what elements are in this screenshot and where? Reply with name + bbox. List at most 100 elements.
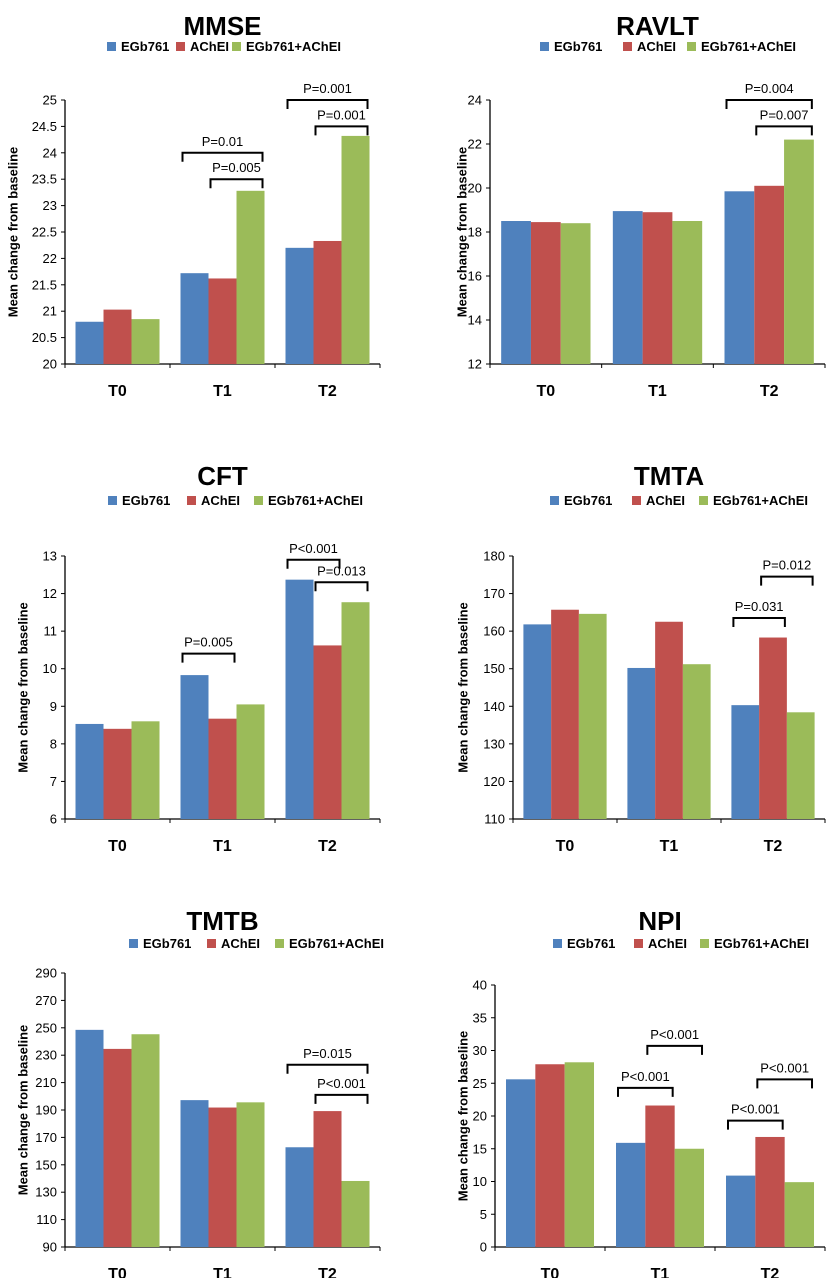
y-tick-label: 12: [43, 586, 57, 601]
p-value-label: P<0.001: [650, 1027, 699, 1042]
y-tick-label: 24: [468, 93, 482, 108]
bar-tmta-t0-series-2: [551, 609, 579, 819]
significance-bracket: [181, 652, 236, 663]
y-axis-label: Mean change from baseline: [5, 147, 20, 318]
x-tick-label: T1: [213, 1266, 232, 1278]
legend: EGb761 AChEI EGb761+AChEI: [550, 493, 808, 508]
bar-cft-t1-series-1: [180, 675, 209, 819]
y-tick-label: 140: [483, 699, 505, 714]
y-tick-label: 10: [473, 1174, 487, 1189]
bar-tmtb-t0-series-1: [75, 1029, 104, 1247]
significance-bracket: [314, 125, 369, 136]
p-value-label: P=0.001: [303, 81, 352, 96]
bar-ravlt-t2-series-3: [784, 139, 814, 364]
bar-mmse-t1-series-2: [208, 278, 237, 364]
bar-cft-t1-series-3: [236, 704, 265, 819]
y-tick-label: 30: [473, 1043, 487, 1058]
x-tick-label: T2: [318, 1266, 337, 1278]
x-tick-label: T0: [541, 1266, 560, 1278]
y-tick-label: 250: [35, 1020, 57, 1035]
p-value-label: P=0.005: [212, 160, 261, 175]
y-tick-label: 5: [480, 1207, 487, 1222]
legend-label-2: AChEI: [190, 39, 229, 54]
significance-bracket: [617, 1086, 674, 1097]
bar-mmse-t2-series-3: [341, 135, 370, 364]
legend: EGb761 AChEI EGb761+AChEI: [540, 39, 796, 54]
y-axis-label: Mean change from baseline: [455, 602, 470, 773]
y-tick-label: 270: [35, 993, 57, 1008]
x-tick-label: T0: [108, 383, 127, 400]
bar-cft-t0-series-3: [131, 721, 160, 819]
bar-tmtb-t0-series-2: [103, 1048, 132, 1247]
y-axis-label: Mean change from baseline: [454, 147, 469, 318]
legend-swatch-1: [129, 939, 138, 948]
y-axis-label: Mean change from baseline: [15, 1025, 30, 1196]
x-tick-label: T1: [648, 383, 667, 400]
y-tick-label: 22: [468, 137, 482, 152]
significance-bracket: [732, 616, 786, 627]
legend-label-3: EGb761+AChEI: [246, 39, 341, 54]
x-tick-label: T1: [660, 838, 679, 855]
legend-label-1: EGb761: [121, 39, 169, 54]
y-tick-label: 12: [468, 357, 482, 372]
y-axis-label: Mean change from baseline: [15, 602, 30, 773]
y-tick-label: 14: [468, 313, 482, 328]
legend-swatch-2: [632, 496, 641, 505]
bar-cft-t2-series-2: [313, 645, 342, 819]
bar-cft-t0-series-1: [75, 723, 104, 819]
p-value-label: P=0.005: [184, 635, 233, 650]
y-tick-label: 16: [468, 269, 482, 284]
x-tick-label: T2: [760, 383, 779, 400]
y-tick-label: 23: [43, 198, 57, 213]
x-tick-label: T0: [108, 838, 127, 855]
bar-cft-t2-series-3: [341, 602, 370, 819]
legend-swatch-2: [634, 939, 643, 948]
bar-npi-t1-series-2: [645, 1105, 675, 1247]
bar-npi-t0-series-1: [506, 1079, 536, 1247]
legend: EGb761 AChEI EGb761+AChEI: [107, 39, 341, 54]
legend-swatch-3: [699, 496, 708, 505]
y-tick-label: 20.5: [32, 330, 57, 345]
legend-label-1: EGb761: [554, 39, 602, 54]
significance-bracket: [755, 125, 813, 136]
bar-npi-t2-series-1: [726, 1175, 756, 1247]
bar-tmta-t2-series-3: [786, 712, 815, 819]
y-tick-label: 6: [50, 812, 57, 827]
legend-label-3: EGb761+AChEI: [701, 39, 796, 54]
chart-title: NPI: [638, 906, 681, 936]
bar-mmse-t1-series-3: [236, 190, 265, 364]
legend-swatch-2: [207, 939, 216, 948]
bar-ravlt-t0-series-1: [501, 221, 531, 364]
bar-npi-t1-series-1: [616, 1142, 646, 1247]
bar-tmtb-t1-series-1: [180, 1100, 209, 1247]
legend-swatch-1: [553, 939, 562, 948]
p-value-label: P=0.013: [317, 563, 366, 578]
x-tick-label: T1: [213, 838, 232, 855]
x-tick-label: T1: [651, 1266, 670, 1278]
y-tick-label: 150: [483, 661, 505, 676]
y-tick-label: 25: [43, 93, 57, 108]
legend-swatch-3: [254, 496, 263, 505]
bar-npi-t0-series-3: [564, 1062, 595, 1247]
x-tick-label: T0: [536, 383, 555, 400]
y-tick-label: 130: [483, 736, 505, 751]
x-tick-label: T0: [556, 838, 575, 855]
legend-label-3: EGb761+AChEI: [268, 493, 363, 508]
y-tick-label: 13: [43, 549, 57, 564]
y-tick-label: 25: [473, 1076, 487, 1091]
bar-tmta-t0-series-1: [523, 624, 552, 819]
legend-label-1: EGb761: [122, 493, 170, 508]
y-tick-label: 10: [43, 661, 57, 676]
y-tick-label: 90: [43, 1240, 57, 1255]
bar-mmse-t0-series-1: [75, 321, 104, 364]
legend-swatch-2: [623, 42, 632, 51]
significance-bracket: [209, 178, 264, 189]
legend-swatch-3: [275, 939, 284, 948]
p-value-label: P=0.031: [735, 599, 784, 614]
y-tick-label: 11: [44, 624, 58, 639]
bar-tmta-t1-series-3: [682, 664, 711, 819]
bar-mmse-t1-series-1: [180, 273, 209, 364]
bar-tmta-t2-series-2: [759, 637, 787, 819]
bar-tmtb-t0-series-3: [131, 1034, 160, 1247]
